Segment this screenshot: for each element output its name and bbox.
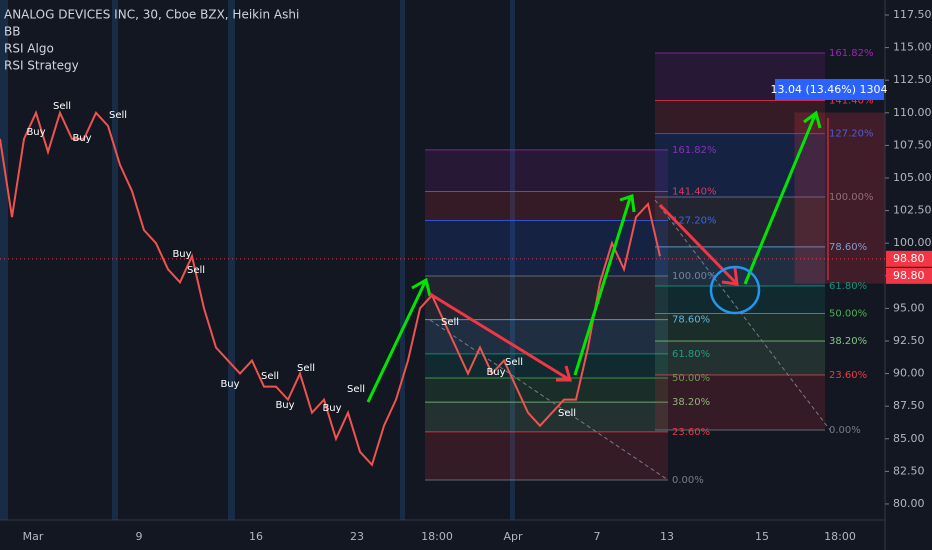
highlight-circle: [709, 265, 761, 315]
indicator: RSI Strategy: [4, 59, 79, 73]
x-tick-label: 18:00: [824, 530, 856, 543]
fib-band: [425, 319, 668, 354]
signal-label: Sell: [53, 101, 71, 112]
y-tick-label: 102.50: [893, 204, 932, 217]
signal-label: Buy: [275, 400, 294, 411]
session-bands: [0, 0, 515, 520]
y-tick-label: 95.00: [893, 301, 925, 314]
signal-label: Sell: [261, 371, 279, 382]
x-tick-label: 16: [249, 530, 263, 543]
price-tag-label: 98.80: [893, 252, 925, 265]
y-tick-label: 117.50: [893, 8, 932, 21]
y-tick-label: 107.50: [893, 138, 932, 151]
fib-label: 0.00%: [672, 475, 704, 486]
fib-band: [655, 197, 825, 247]
y-tick-label: 85.00: [893, 432, 925, 445]
y-tick-label: 110.00: [893, 106, 932, 119]
fib-label: 127.20%: [829, 129, 874, 140]
signal-label: Buy: [172, 249, 191, 260]
signal-label: Sell: [558, 408, 576, 419]
fib-band: [425, 149, 668, 192]
range-box: [794, 112, 885, 284]
price-tag: [886, 267, 932, 284]
fib-label: 23.60%: [672, 427, 710, 438]
fib-label: 78.60%: [829, 242, 867, 253]
fib-label: 50.00%: [829, 309, 867, 320]
fib-label: 50.00%: [672, 373, 710, 384]
x-tick-label: 7: [594, 530, 601, 543]
fib-band: [655, 340, 825, 376]
fib-label: 141.40%: [672, 187, 717, 198]
y-tick-label: 112.50: [893, 73, 932, 86]
fib-band: [655, 286, 825, 314]
price-tag-label: 98.80: [893, 269, 925, 282]
fib-label: 0.00%: [829, 425, 861, 436]
fib-label: 23.60%: [829, 370, 867, 381]
y-tick-label: 92.50: [893, 334, 925, 347]
signal-label: Buy: [322, 403, 341, 414]
y-tick-label: 100.00: [893, 236, 932, 249]
measure-box: [775, 79, 884, 100]
x-tick-label: Mar: [23, 530, 44, 543]
fib-band: [425, 220, 668, 276]
y-tick-label: 115.00: [893, 41, 932, 54]
fib-band: [655, 313, 825, 341]
x-tick-label: 15: [755, 530, 769, 543]
fib-label: 78.60%: [672, 315, 710, 326]
price-plot: [0, 109, 661, 467]
x-tick-label: Apr: [503, 530, 523, 543]
price-line: [0, 109, 661, 467]
trend-line: [429, 319, 669, 481]
fib-band: [655, 375, 825, 430]
fib-label: 38.20%: [829, 336, 867, 347]
measure-label: 13.04 (13.46%) 1304: [770, 83, 887, 96]
fib-band: [425, 402, 668, 432]
fib-label: 61.80%: [829, 281, 867, 292]
fib-band: [655, 100, 825, 134]
fib-label: 100.00%: [672, 271, 717, 282]
fib-label: 61.80%: [672, 349, 710, 360]
y-tick-label: 80.00: [893, 497, 925, 510]
x-tick-label: 23: [350, 530, 364, 543]
fib-label: 161.82%: [672, 145, 717, 156]
fib-label: 141.40%: [829, 96, 874, 107]
x-tick-label: 18:00: [421, 530, 453, 543]
y-tick-label: 90.00: [893, 367, 925, 380]
y-tick-label: 87.50: [893, 399, 925, 412]
signal-label: Sell: [505, 357, 523, 368]
fib-label: 38.20%: [672, 397, 710, 408]
x-tick-label: 9: [136, 530, 143, 543]
y-tick-label: 105.00: [893, 171, 932, 184]
signal-label: Buy: [72, 133, 91, 144]
fib-band: [425, 431, 668, 480]
signal-label: Sell: [187, 265, 205, 276]
fib-band: [655, 133, 825, 197]
signal-label: Sell: [347, 384, 365, 395]
price-tag: [886, 250, 932, 267]
indicator: BB: [4, 25, 20, 39]
signal-label: Buy: [220, 379, 239, 390]
fib-label: 100.00%: [829, 192, 874, 203]
indicator: RSI Algo: [4, 42, 54, 56]
y-tick-label: 82.50: [893, 464, 925, 477]
x-tick-label: 13: [660, 530, 674, 543]
fib-label: 127.20%: [672, 216, 717, 227]
signal-label: Sell: [297, 363, 315, 374]
signal-label: Sell: [109, 110, 127, 121]
signal-label: Buy: [486, 367, 505, 378]
signal-label: Sell: [441, 317, 459, 328]
fib-band: [425, 276, 668, 320]
fib-label: 161.82%: [829, 48, 874, 59]
signal-label: Buy: [26, 127, 45, 138]
trend-line: [654, 199, 831, 431]
legend-title: ANALOG DEVICES INC, 30, Cboe BZX, Heikin…: [4, 8, 299, 22]
